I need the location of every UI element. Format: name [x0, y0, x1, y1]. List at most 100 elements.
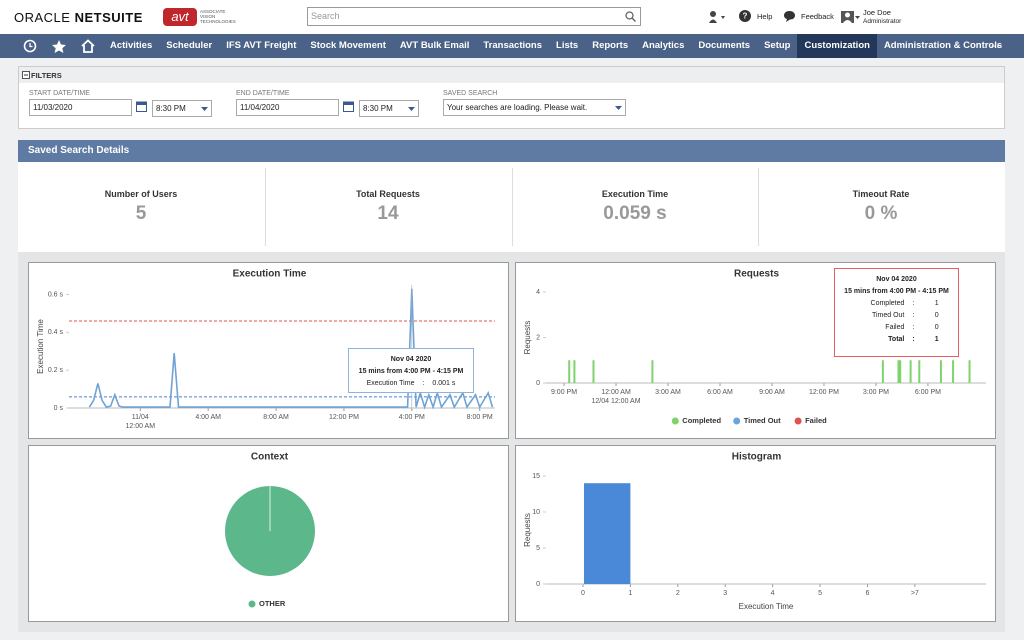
feedback-icon[interactable] — [783, 10, 796, 22]
x-tick-label: 3:00 AM — [655, 389, 681, 396]
tooltip-sep: : — [908, 334, 918, 346]
tooltip: Nov 04 2020 15 mins from 4:00 PM - 4:15 … — [834, 268, 959, 357]
tooltip-subtitle: 15 mins from 4:00 PM - 4:15 PM — [349, 366, 473, 378]
bar — [573, 360, 575, 383]
nav-item[interactable]: Documents — [691, 34, 757, 58]
y-axis-label: Execution Time — [36, 319, 45, 374]
bar — [882, 360, 884, 383]
calendar-icon[interactable] — [343, 101, 354, 112]
tooltip-table: Execution Time:0.001 s — [363, 378, 460, 390]
logo-netsuite: NETSUITE — [75, 10, 143, 25]
search-icon — [625, 11, 636, 22]
y-tick-label: 0.6 s — [48, 291, 64, 298]
chart-panel: ContextOTHER — [28, 445, 509, 622]
chart-title: Context — [251, 452, 289, 463]
y-tick-label: 0 s — [54, 405, 64, 412]
nav-item[interactable]: Analytics — [635, 34, 691, 58]
nav-more[interactable]: ... — [991, 39, 999, 50]
filters-header[interactable]: FILTERS — [19, 67, 1004, 83]
x-tick-label: 6:00 PM — [915, 389, 941, 396]
bar — [910, 360, 912, 383]
start-time[interactable]: 8:30 PM — [152, 100, 212, 117]
kpi-label: Total Requests — [265, 189, 511, 199]
legend-label: Completed — [682, 416, 721, 425]
x-tick-label: 12:00 AM — [601, 389, 631, 396]
y-tick-label: 0.2 s — [48, 367, 64, 374]
nav-item[interactable]: Activities — [103, 34, 159, 58]
x-tick-label: 3:00 PM — [863, 389, 889, 396]
kpi-value: 0.059 s — [512, 203, 758, 225]
tooltip-title: Nov 04 2020 — [835, 274, 958, 286]
tooltip-value: 0 — [919, 310, 943, 322]
recent-icon[interactable] — [708, 10, 728, 24]
legend-label: Timed Out — [744, 416, 781, 425]
dropdown-arrow — [615, 106, 622, 110]
tooltip-sep: : — [908, 322, 918, 334]
start-label: START DATE/TIME — [29, 90, 90, 97]
y-tick-label: 2 — [536, 334, 540, 341]
x-tick-sublabel: 12/04 12:00 AM — [591, 398, 640, 405]
end-label: END DATE/TIME — [236, 90, 290, 97]
nav-item[interactable]: Stock Movement — [303, 34, 393, 58]
start-time-value: 8:30 PM — [156, 104, 186, 113]
help-link[interactable]: Help — [757, 12, 772, 21]
search-box[interactable]: Search — [307, 7, 641, 26]
end-date[interactable]: 11/04/2020 — [236, 99, 339, 116]
chart-title: Histogram — [732, 452, 782, 463]
nav-item[interactable]: Administration & Controls — [877, 34, 1009, 58]
x-tick-label: 4:00 PM — [399, 414, 425, 421]
nav-item[interactable]: Setup — [757, 34, 797, 58]
dropdown-arrow — [408, 107, 415, 111]
feedback-link[interactable]: Feedback — [801, 12, 834, 21]
y-tick-label: 0 — [536, 581, 540, 588]
x-tick-label: 3 — [723, 590, 727, 597]
y-tick-label: 0.4 s — [48, 329, 64, 336]
nav-item[interactable]: Scheduler — [159, 34, 219, 58]
end-time[interactable]: 8:30 PM — [359, 100, 419, 117]
bar — [651, 360, 653, 383]
legend-swatch — [249, 601, 256, 608]
x-tick-label: 4 — [771, 590, 775, 597]
logo[interactable]: ORACLE NETSUITE — [14, 10, 143, 25]
tooltip-key: Total — [850, 334, 908, 346]
filters-panel: FILTERS START DATE/TIME 11/03/2020 8:30 … — [18, 66, 1005, 129]
kpi-value: 0 % — [758, 203, 1004, 225]
end-time-value: 8:30 PM — [363, 104, 393, 113]
nav-item[interactable]: Transactions — [476, 34, 549, 58]
bar — [969, 360, 971, 383]
saved-search-label: SAVED SEARCH — [443, 90, 497, 97]
tooltip-table: Completed:1 Timed Out:0 Failed:0 Total:1 — [850, 298, 942, 346]
x-tick-label: 6:00 AM — [707, 389, 733, 396]
y-axis-label: Requests — [523, 321, 532, 355]
bar — [940, 360, 942, 383]
x-tick-label: 8:00 AM — [263, 414, 289, 421]
x-tick-label: 4:00 AM — [195, 414, 221, 421]
saved-search-select[interactable]: Your searches are loading. Please wait. — [443, 99, 626, 116]
tooltip-subtitle: 15 mins from 4:00 PM - 4:15 PM — [835, 286, 958, 298]
tooltip-title: Nov 04 2020 — [349, 354, 473, 366]
help-icon[interactable]: ? — [739, 10, 751, 22]
user-icon[interactable] — [841, 9, 861, 24]
tooltip-key: Failed — [850, 322, 908, 334]
svg-text:?: ? — [743, 12, 748, 21]
nav-item[interactable]: AVT Bulk Email — [393, 34, 477, 58]
kpi-label: Timeout Rate — [758, 189, 1004, 199]
tooltip-sep: : — [418, 378, 428, 390]
x-tick-label: 1 — [628, 590, 632, 597]
kpi-label: Number of Users — [18, 189, 264, 199]
nav-icons[interactable] — [22, 39, 102, 54]
nav-item[interactable]: Lists — [549, 34, 585, 58]
y-axis-label: Requests — [523, 513, 532, 547]
nav-item[interactable]: IFS AVT Freight — [219, 34, 303, 58]
calendar-icon[interactable] — [136, 101, 147, 112]
tooltip: Nov 04 2020 15 mins from 4:00 PM - 4:15 … — [348, 348, 474, 393]
nav-item[interactable]: Reports — [585, 34, 635, 58]
start-date[interactable]: 11/03/2020 — [29, 99, 132, 116]
x-tick-label: >7 — [911, 590, 919, 597]
x-tick-label: 5 — [818, 590, 822, 597]
bar — [918, 360, 920, 383]
nav-item[interactable]: Customization — [797, 34, 876, 58]
partner-name: ASSOCIATE VISION TECHNOLOGIES — [200, 9, 240, 24]
tooltip-value: 0 — [919, 322, 943, 334]
